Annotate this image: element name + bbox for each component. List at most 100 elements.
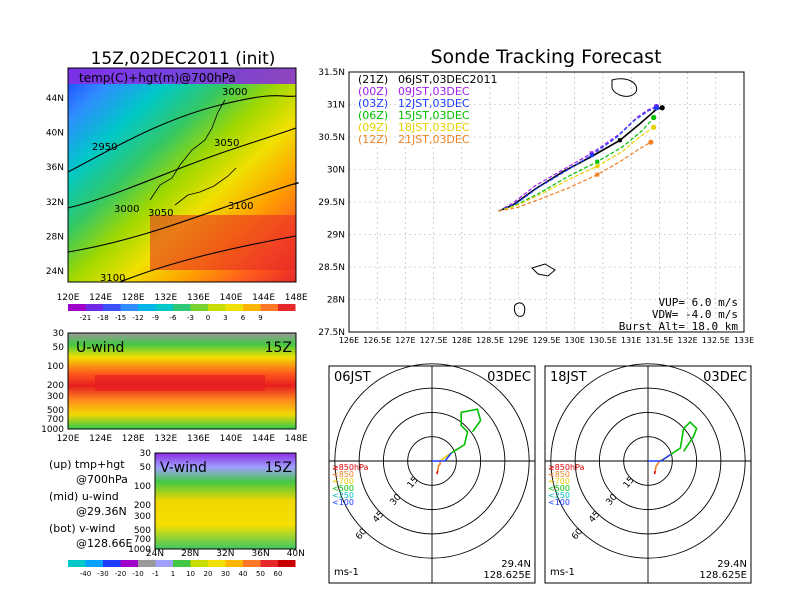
lon-tick-label: 127.5E — [420, 336, 448, 345]
u-wind-time: 15Z — [265, 340, 292, 356]
lat-tick-label: 32N — [46, 198, 64, 208]
contour-label: 3100 — [228, 201, 253, 212]
colorbar-label: -6 — [170, 314, 178, 322]
colorbar-swatch — [278, 560, 296, 567]
tracking-lon-axis: 126E 126.5E 127E 127.5E 128E 128.5E 129E 129.5E… — [339, 336, 754, 345]
contour-label: 2950 — [92, 142, 117, 153]
hodo-pressure-label: <100 — [548, 498, 570, 507]
colorbar-label: 6 — [241, 314, 246, 322]
temp-map: temp(C)+hgt(m)@700hPa 3000 2950 3050 300… — [67, 67, 299, 284]
contour-line — [67, 182, 299, 253]
hodo-trace — [670, 420, 698, 456]
v-wind-panel: V-wind 15Z — [154, 452, 297, 550]
colorbar-label: 60 — [274, 570, 283, 578]
colorbar-swatch — [155, 304, 173, 311]
hodo-trace — [654, 460, 661, 471]
track-endpoint — [659, 105, 665, 111]
colorbar-swatch — [243, 560, 261, 567]
legend-jst: 12JST,03DEC — [398, 97, 470, 110]
island-outline — [611, 78, 638, 97]
legend-line: (bot) v-wind — [49, 522, 115, 535]
colorbar-label: 3 — [223, 314, 227, 322]
colorbar-label: -15 — [115, 314, 126, 322]
pressure-tick-label: 1000 — [41, 425, 64, 435]
hodo-lon: 128.625E — [699, 570, 747, 581]
map-field-label: temp(C)+hgt(m)@700hPa — [79, 71, 236, 85]
lon-tick-label: 128E — [122, 293, 145, 303]
cold-band — [68, 68, 296, 84]
contour-label: 3050 — [148, 208, 173, 219]
colorbar-swatch — [260, 560, 278, 567]
colorbar-label: -9 — [152, 314, 159, 322]
hodo-time: 18JST — [550, 370, 587, 385]
lon-tick-label: 144E — [252, 293, 275, 303]
lat-tick-label: 29.5N — [318, 198, 345, 208]
u-wind-panel: U-wind 15Z — [67, 332, 297, 430]
v-wind-label: V-wind — [160, 460, 207, 476]
map-lon-axis: 120E 124E 128E 132E 136E 140E 144E 148E — [57, 293, 308, 303]
pressure-tick-label: 700 — [134, 535, 151, 545]
tracking-legend: (21Z) 06JST,03DEC2011 (00Z) 09JST,03DEC (03Z… — [358, 73, 498, 146]
warm-band — [150, 215, 296, 270]
colorbar-label: 50 — [256, 570, 265, 578]
lat-tick-label: 40N — [46, 129, 64, 139]
hodo-trace — [648, 453, 672, 462]
u-jet-core — [95, 375, 265, 391]
colorbar-label: 30 — [221, 570, 230, 578]
legend-line: @29.36N — [76, 505, 127, 518]
param-vup: VUP= 6.0 m/s — [659, 296, 738, 309]
hodo-pressure-label: <850 — [548, 470, 570, 479]
lon-tick-label: 136E — [187, 434, 210, 444]
track-midpoint — [595, 172, 600, 177]
legend-jst: 18JST,03DEC — [398, 121, 470, 134]
lon-tick-label: 148E — [285, 434, 308, 444]
colorbar-swatch — [260, 304, 278, 311]
colorbar-swatch — [85, 560, 103, 567]
lon-tick-label: 132E — [154, 293, 177, 303]
pressure-tick-label: 500 — [134, 526, 151, 536]
tracking-lat-axis: 31.5N 31N 30.5N 30N 29.5N 29N 28.5N 28N 27.5N — [318, 68, 345, 338]
hodo-pressure-label: ≥850hPa — [332, 463, 369, 472]
hodo-lon: 128.625E — [483, 570, 531, 581]
colorbar-swatch — [103, 560, 121, 567]
lat-tick-label: 44N — [46, 94, 64, 104]
lon-tick-label: 120E — [57, 293, 80, 303]
lon-tick-label: 124E — [89, 293, 112, 303]
hodo-pressure-label: <850 — [332, 470, 354, 479]
hodo-pressure-label: <700 — [332, 477, 354, 486]
colorbar-label: 10 — [186, 570, 195, 578]
hodo-units: ms-1 — [334, 567, 359, 578]
u-lon-axis: 120E 124E 128E 132E 136E 140E 144E 148E — [57, 434, 308, 444]
hodo-time: 06JST — [334, 370, 371, 385]
colorbar-swatch — [68, 560, 86, 567]
colorbar-swatch — [173, 560, 191, 567]
lon-tick-label: 140E — [220, 293, 243, 303]
colorbar-label: -21 — [80, 314, 91, 322]
colorbar-swatch — [208, 304, 226, 311]
lon-tick-label: 132E — [154, 434, 177, 444]
colorbar-label: 40 — [239, 570, 248, 578]
tracking-title: Sonde Tracking Forecast — [430, 46, 661, 68]
hodo-trace — [432, 452, 453, 462]
colorbar-swatch — [120, 560, 138, 567]
legend-line: @128.66E — [76, 537, 132, 550]
track-midpoint — [595, 164, 600, 169]
lat-tick-label: 36N — [252, 549, 270, 559]
lon-tick-label: 132E — [677, 336, 697, 345]
lat-tick-label: 27.5N — [318, 328, 345, 338]
track-midpoint — [617, 138, 622, 143]
lon-tick-label: 126E — [339, 336, 359, 345]
contour-label: 3000 — [114, 204, 139, 215]
lon-tick-label: 133E — [734, 336, 754, 345]
tracking-grid — [349, 72, 744, 332]
lat-tick-label: 28.5N — [318, 263, 345, 273]
v-lat-axis: 24N 28N 32N 36N 40N — [146, 549, 305, 559]
pressure-tick-label: 700 — [47, 415, 64, 425]
pressure-tick-label: 300 — [134, 512, 151, 522]
contour-labels: 3000 2950 3050 3000 3050 3100 3100 — [92, 87, 253, 284]
legend-utc: (06Z) — [358, 109, 388, 122]
legend-jst: 15JST,03DEC — [398, 109, 470, 122]
track-midpoint — [589, 153, 594, 158]
